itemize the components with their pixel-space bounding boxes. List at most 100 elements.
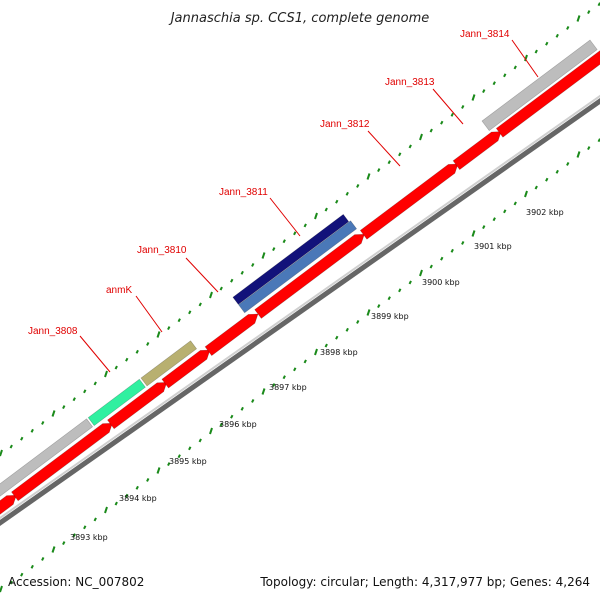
gene-label-jann-3811: Jann_3811: [219, 187, 268, 198]
inner-tick-dot: [366, 309, 371, 316]
inner-tick-dot: [20, 572, 24, 577]
outer-tick-dot: [125, 357, 129, 362]
outer-tick-dot: [51, 410, 56, 417]
inner-tick-dot: [240, 406, 244, 411]
cds-arrow: [452, 131, 502, 171]
inner-tick-dot: [188, 446, 192, 451]
kbp-label-3898: 3898 kbp: [320, 348, 358, 357]
inner-tick-dot: [513, 201, 517, 206]
gene-label-jann-3812: Jann_3812: [320, 119, 370, 130]
inner-tick-dot: [345, 327, 349, 332]
inner-tick-dot: [230, 414, 234, 419]
outer-tick-dot: [555, 33, 559, 38]
gene-label-jann-3810: Jann_3810: [137, 245, 187, 256]
inner-tick-dot: [377, 304, 381, 309]
inner-tick-dot: [335, 335, 339, 340]
outer-tick-dot: [377, 168, 381, 173]
label-leader-line: [135, 295, 163, 333]
inner-tick-dot: [482, 225, 486, 230]
label-leader-line: [367, 130, 401, 167]
outer-tick-dot: [251, 262, 255, 267]
inner-tick-dot: [114, 501, 118, 506]
outer-tick-dot: [0, 449, 3, 457]
label-leader-line: [269, 197, 301, 237]
inner-tick-dot: [51, 546, 56, 553]
kbp-label-3896: 3896 kbp: [219, 420, 257, 429]
inner-tick-dot: [576, 151, 581, 158]
outer-tick-dot: [72, 397, 76, 402]
outer-tick-dot: [146, 341, 150, 346]
cds-arrow: [0, 494, 17, 515]
outer-tick-dot: [209, 291, 213, 299]
genome-summary-text: Topology: circular; Length: 4,317,977 bp…: [259, 575, 590, 589]
inner-tick-dot: [303, 359, 307, 364]
outer-tick-dot: [429, 128, 433, 133]
inner-tick-dot: [261, 388, 266, 395]
label-leaders-layer: [79, 39, 539, 373]
inner-tick-dot: [272, 383, 276, 388]
outer-tick-dot: [314, 212, 318, 220]
kbp-label-3894: 3894 kbp: [119, 494, 157, 503]
cds-arrow: [161, 349, 211, 389]
outer-tick-dot: [513, 65, 517, 70]
backbone-highlight: [0, 94, 600, 520]
outer-tick-dot: [135, 349, 139, 354]
inner-tick-dot: [125, 493, 129, 498]
inner-tick-dot: [209, 427, 213, 435]
outer-tick-dot: [30, 428, 34, 433]
gene-label-jann-3813: Jann_3813: [385, 77, 435, 88]
inner-tick-dot: [314, 348, 318, 356]
outer-tick-dot: [9, 444, 13, 449]
kbp-label-3902: 3902 kbp: [526, 208, 564, 217]
inner-tick-dot: [93, 517, 97, 522]
kbp-label-3895: 3895 kbp: [169, 457, 207, 466]
outer-tick-dot: [20, 436, 24, 441]
outer-tick-dot: [492, 81, 496, 86]
gene-label-jann-3814: Jann_3814: [460, 29, 510, 40]
outer-tick-dot: [272, 247, 276, 252]
feature-grey-right: [481, 39, 598, 132]
outer-tick-dot: [293, 231, 297, 236]
accession-text: Accession: NC_007802: [8, 575, 144, 589]
inner-tick-dot: [177, 454, 181, 459]
inner-tick-dot: [492, 217, 496, 222]
gene-label-anmk: anmK: [106, 285, 132, 296]
inner-tick-dot: [419, 269, 423, 277]
outer-tick-dot: [503, 73, 507, 78]
inner-tick-dot: [72, 533, 76, 538]
inner-tick-dot: [566, 161, 570, 166]
outer-tick-dot: [114, 365, 118, 370]
outer-tick-dot: [62, 405, 66, 410]
outer-tick-dot: [93, 381, 97, 386]
inner-tick-dot: [440, 256, 444, 261]
outer-tick-dot: [482, 89, 486, 94]
inner-tick-dot: [398, 288, 402, 293]
kbp-label-3900: 3900 kbp: [422, 278, 460, 287]
inner-tick-dot: [251, 398, 255, 403]
outer-tick-dot: [461, 104, 465, 109]
inner-tick-dot: [135, 485, 139, 490]
label-leader-line: [511, 39, 539, 78]
feature-steel: [238, 220, 358, 314]
outer-tick-dot: [545, 41, 549, 46]
inner-tick-dot: [30, 564, 34, 569]
outer-tick-dot: [167, 326, 171, 331]
inner-tick-dot: [198, 438, 202, 443]
inner-tick-dot: [219, 422, 223, 427]
inner-tick-dot: [83, 525, 87, 530]
inner-tick-dot: [429, 264, 433, 269]
inner-tick-dot: [524, 190, 528, 198]
inner-tick-dot: [534, 185, 538, 190]
cds-arrow: [204, 313, 259, 357]
inner-tick-dot: [450, 248, 454, 253]
backbone-layer: [0, 94, 600, 527]
outer-tick-dot: [366, 173, 371, 180]
inner-tick-dot: [356, 319, 360, 324]
kbp-label-3901: 3901 kbp: [474, 242, 512, 251]
outer-tick-dot: [104, 370, 108, 378]
outer-tick-dot: [440, 120, 444, 125]
outer-tick-dot: [335, 199, 339, 204]
cds-arrow: [359, 163, 459, 240]
